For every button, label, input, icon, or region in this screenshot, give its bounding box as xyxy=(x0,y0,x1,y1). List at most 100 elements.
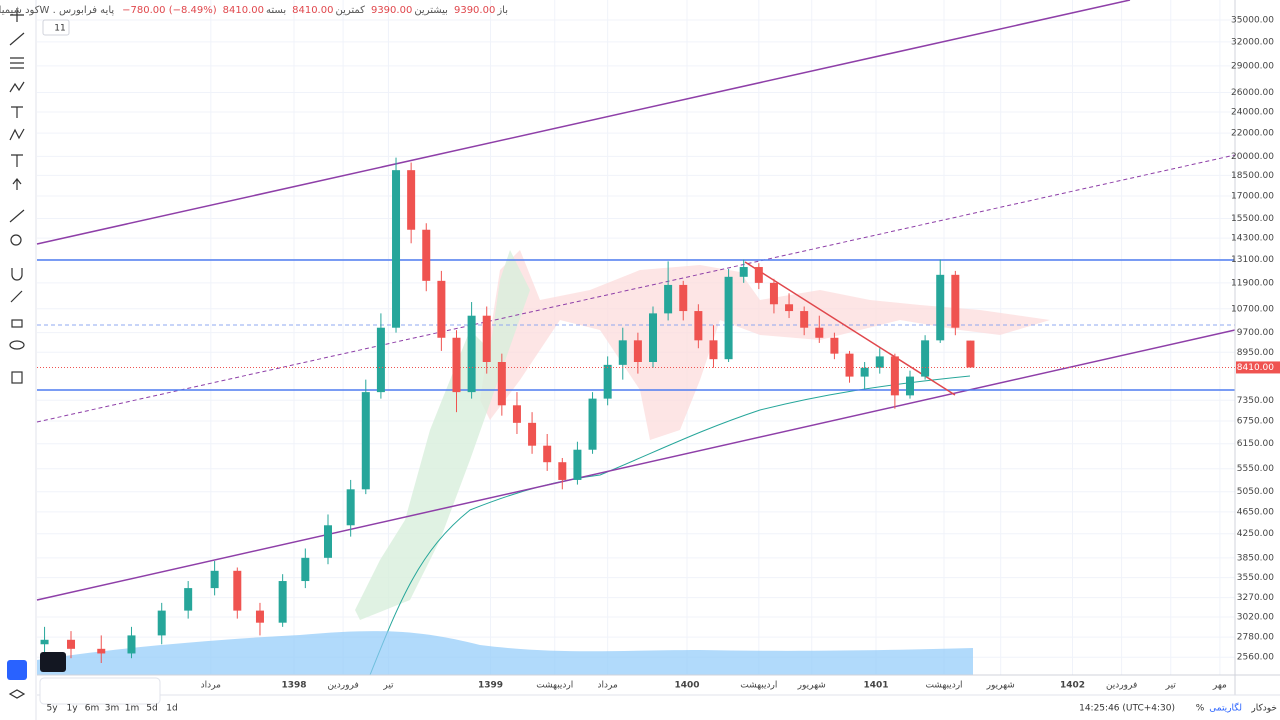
candle-body xyxy=(875,356,884,368)
x-tick-label: اردیبهشت xyxy=(536,681,573,691)
candle-body xyxy=(966,340,975,368)
y-tick-label: 10700.00 xyxy=(1231,304,1274,314)
cloud xyxy=(480,250,1050,440)
candle-body xyxy=(497,362,506,406)
change: −780.00 (−8.49%) xyxy=(122,5,217,16)
candle-body xyxy=(951,274,960,328)
log-toggle[interactable]: لگاریتمی xyxy=(1209,702,1242,714)
candle-body xyxy=(845,353,854,377)
pattern-tool[interactable] xyxy=(9,81,25,93)
y-tick-label: 15500.00 xyxy=(1231,214,1274,224)
candle-body xyxy=(558,462,567,480)
candle-body xyxy=(255,610,264,623)
x-tick-label: اردیبهشت xyxy=(740,681,777,691)
trend-line xyxy=(744,261,956,396)
x-tick-label: شهریور xyxy=(986,681,1015,691)
percent-toggle[interactable]: % xyxy=(1196,704,1205,714)
y-tick-label: 4250.00 xyxy=(1237,529,1274,539)
logo xyxy=(40,652,66,672)
axes-labels: 35000.00 32000.00 29000.00 26000.00 24000.00… xyxy=(37,16,1280,691)
y-tick-label: 24000.00 xyxy=(1231,107,1274,117)
x-tick-label: فروردین xyxy=(1106,681,1137,691)
ohlc-name: بسته xyxy=(266,5,286,16)
last-price-label: 8410.00 xyxy=(1237,363,1274,373)
candle-body xyxy=(709,340,718,360)
range-button[interactable]: 1m xyxy=(125,704,140,714)
y-tick-label: 9700.00 xyxy=(1237,328,1274,338)
candle-body xyxy=(97,648,106,654)
candle-body xyxy=(157,610,166,636)
candle-body xyxy=(633,340,642,363)
y-tick-label: 6150.00 xyxy=(1237,439,1274,449)
ohlc-value: 9390.00 xyxy=(371,5,412,16)
ohlc-value: 8410.00 xyxy=(292,5,333,16)
crosshair-tool[interactable] xyxy=(10,8,24,22)
candle-body xyxy=(724,276,733,360)
candle-body xyxy=(184,588,193,611)
candle-body xyxy=(301,557,310,582)
range-button[interactable]: 6m xyxy=(85,704,100,714)
candle-body xyxy=(346,489,355,526)
fib-tool[interactable] xyxy=(10,57,24,69)
x-tick-label: مرداد xyxy=(201,681,221,691)
y-tick-label: 5550.00 xyxy=(1237,464,1274,474)
candle-body xyxy=(785,304,794,312)
candle-body xyxy=(936,274,945,341)
indicator-toggle[interactable] xyxy=(42,19,70,36)
candle-body xyxy=(452,337,461,393)
range-button[interactable]: 1d xyxy=(166,704,177,714)
candle-body xyxy=(512,405,521,423)
x-tick-label: 1399 xyxy=(478,681,503,691)
zoom-tool[interactable] xyxy=(10,234,22,246)
candle-body xyxy=(392,170,401,328)
arrow-tool[interactable] xyxy=(12,178,22,190)
candle-body xyxy=(679,284,688,312)
channel-line xyxy=(36,0,1131,245)
y-tick-label: 26000.00 xyxy=(1231,88,1274,98)
x-tick-label: 1401 xyxy=(863,681,888,691)
candle-body xyxy=(422,229,431,281)
x-tick-label: 1400 xyxy=(674,681,699,691)
x-tick-label: مهر xyxy=(1212,681,1227,691)
range-button[interactable]: 5y xyxy=(46,704,58,714)
forecast-tool[interactable] xyxy=(9,128,25,141)
candle-body xyxy=(376,327,385,393)
measure-tool[interactable] xyxy=(11,154,23,167)
candle-body xyxy=(407,170,416,230)
candle-body xyxy=(649,313,658,363)
x-tick-label: شهریور xyxy=(797,681,826,691)
visibility-tool[interactable] xyxy=(9,340,25,350)
y-tick-label: 20000.00 xyxy=(1231,152,1274,162)
y-tick-label: 22000.00 xyxy=(1231,129,1274,139)
auto-toggle[interactable]: خودکار xyxy=(1250,704,1277,714)
favorites[interactable] xyxy=(7,660,27,680)
lock-tool[interactable] xyxy=(11,319,23,328)
candle-body xyxy=(323,525,332,558)
candle-body xyxy=(800,311,809,328)
range-button[interactable]: 1y xyxy=(66,704,78,714)
layers[interactable] xyxy=(8,689,26,699)
trendline-tool[interactable] xyxy=(9,32,25,46)
magnet-tool[interactable] xyxy=(11,268,23,281)
moving-average xyxy=(369,375,971,676)
text-tool[interactable] xyxy=(11,106,23,118)
candle-body xyxy=(437,280,446,338)
candle-body xyxy=(603,364,612,399)
candle-body xyxy=(588,398,597,450)
candles xyxy=(40,157,975,664)
candle-body xyxy=(482,315,491,363)
y-tick-label: 13100.00 xyxy=(1231,255,1274,265)
x-tick-label: 1402 xyxy=(1060,681,1085,691)
ohlc-value: 8410.00 xyxy=(223,5,264,16)
delete-tool[interactable] xyxy=(11,371,23,384)
ruler-tool[interactable] xyxy=(9,209,25,223)
y-tick-label: 11900.00 xyxy=(1231,278,1274,288)
range-button[interactable]: 3m xyxy=(105,704,120,714)
candle-body xyxy=(67,639,76,649)
draw-mode[interactable] xyxy=(10,290,23,303)
y-tick-label: 14300.00 xyxy=(1231,234,1274,244)
y-tick-label: 5050.00 xyxy=(1237,487,1274,497)
range-button[interactable]: 5d xyxy=(146,704,157,714)
y-tick-label: 17000.00 xyxy=(1231,191,1274,201)
